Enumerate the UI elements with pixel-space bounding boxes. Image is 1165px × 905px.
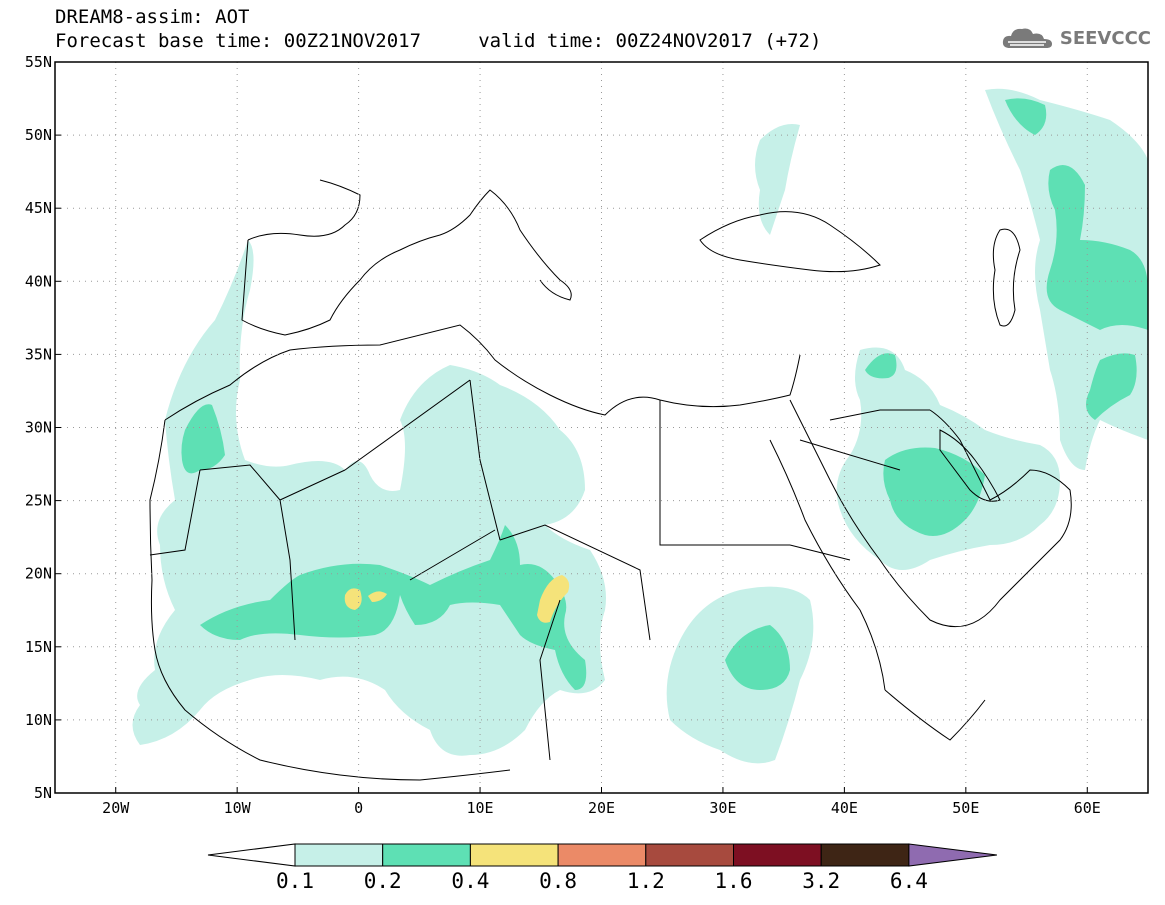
aot-high-regions xyxy=(344,575,570,623)
colorbar-label: 1.6 xyxy=(715,869,753,893)
lat-tick-label: 20N xyxy=(25,565,52,583)
colorbar-swatch xyxy=(382,843,471,867)
lon-tick-label: 60E xyxy=(1074,799,1101,817)
lat-tick-label: 30N xyxy=(25,419,52,437)
colorbar-swatch xyxy=(294,843,384,867)
seevccc-logo: SEEVCCC xyxy=(1000,24,1151,52)
lat-tick-label: 50N xyxy=(25,126,52,144)
lon-tick-label: 10W xyxy=(224,799,252,817)
colorbar-under-arrow xyxy=(207,843,296,867)
logo-text: SEEVCCC xyxy=(1059,27,1151,49)
coastlines xyxy=(149,179,1072,781)
cloud-icon xyxy=(1002,28,1052,48)
aot-mid-regions xyxy=(181,98,1148,690)
colorbar-label: 0.8 xyxy=(539,869,577,893)
colorbar-swatch xyxy=(820,843,910,867)
forecast-time-subtitle: Forecast base time: 00Z21NOV2017 valid t… xyxy=(55,30,822,52)
map-grid xyxy=(55,62,1148,793)
lon-tick-label: 20W xyxy=(102,799,130,817)
colorbar-label: 1.2 xyxy=(627,869,665,893)
lon-tick-label: 50E xyxy=(952,799,979,817)
colorbar-label: 0.4 xyxy=(451,869,489,893)
lon-tick-label: 20E xyxy=(588,799,615,817)
lon-tick-label: 30E xyxy=(709,799,736,817)
colorbar-swatch xyxy=(645,843,734,867)
colorbar-label: 6.4 xyxy=(890,869,928,893)
map-title: DREAM8-assim: AOT xyxy=(55,6,250,28)
lat-axis: 55N 50N 45N 40N 35N 30N 25N 20N 15N 10N 5N xyxy=(25,53,61,802)
lat-tick-label: 55N xyxy=(25,53,52,71)
colorbar-label: 0.1 xyxy=(276,869,314,893)
colorbar-swatch xyxy=(557,843,647,867)
lon-axis: 20W 10W 0 10E 20E 30E 40E 50E 60E xyxy=(102,787,1101,817)
colorbar-swatch xyxy=(733,843,822,867)
lat-tick-label: 35N xyxy=(25,345,52,363)
colorbar-label: 0.2 xyxy=(364,869,402,893)
lat-tick-label: 15N xyxy=(25,638,52,656)
lat-tick-label: 10N xyxy=(25,711,52,729)
aot-low-regions xyxy=(132,88,1148,764)
aot-shading xyxy=(132,88,1148,764)
lat-tick-label: 45N xyxy=(25,199,52,217)
lat-tick-label: 5N xyxy=(34,784,52,802)
lon-tick-label: 0 xyxy=(354,799,363,817)
colorbar-swatch xyxy=(469,843,559,867)
colorbar-label: 3.2 xyxy=(802,869,840,893)
aot-colorbar: 0.1 0.2 0.4 0.8 1.2 1.6 3.2 6.4 xyxy=(207,843,997,893)
lat-tick-label: 25N xyxy=(25,492,52,510)
lon-tick-label: 40E xyxy=(831,799,858,817)
lon-tick-label: 10E xyxy=(467,799,494,817)
lat-tick-label: 40N xyxy=(25,272,52,290)
colorbar-over-arrow xyxy=(908,843,997,867)
